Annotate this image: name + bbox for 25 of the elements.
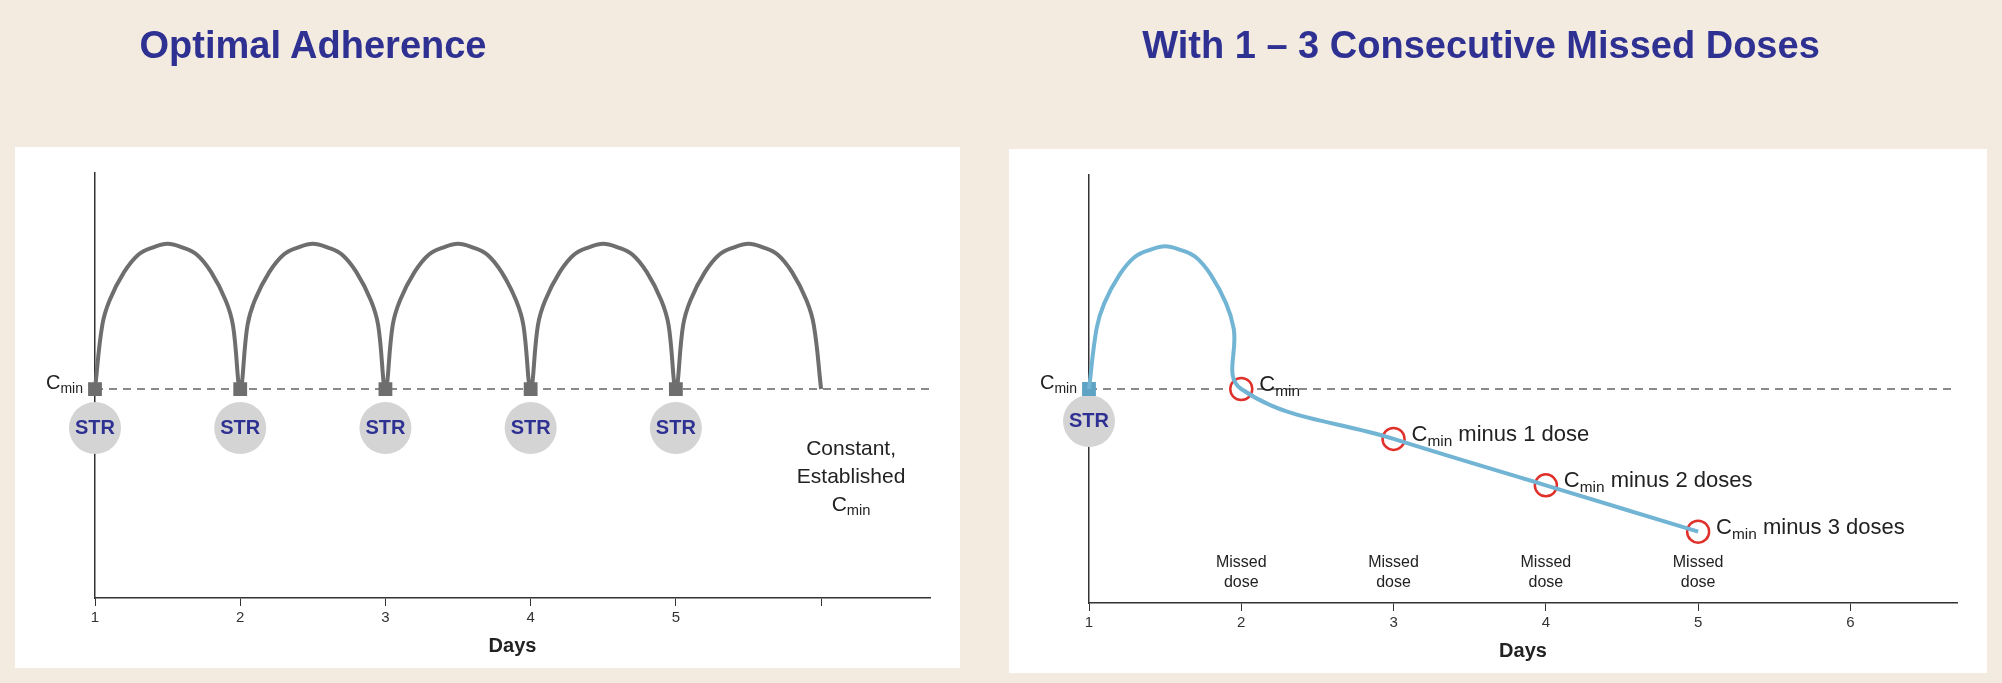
x-tick-label: 4	[1541, 613, 1551, 631]
x-tick-label: 2	[236, 608, 245, 626]
text: STR	[655, 415, 696, 438]
x-tick-label: 5	[671, 608, 681, 626]
chart-title: Optimal Adherence	[138, 24, 488, 67]
annotation: Missed dose	[1368, 553, 1419, 591]
x-tick-label: 1	[1084, 613, 1094, 631]
annotation: Missed dose	[1672, 553, 1724, 591]
annotation: Missed dose	[1215, 553, 1267, 591]
x-tick-label: 1	[90, 608, 100, 626]
x-tick-label: 3	[1389, 613, 1398, 631]
text: STR	[365, 415, 406, 438]
series-label: STR	[1069, 408, 1110, 431]
x-tick-label: 6	[1846, 613, 1855, 631]
chart-title: With 1 – 3 Consecutive Missed Doses	[1141, 24, 1821, 67]
x-axis-title: Days	[488, 633, 537, 656]
x-tick-label: 2	[1237, 613, 1246, 631]
x-tick-label: 5	[1693, 613, 1703, 631]
x-tick-label: 4	[526, 608, 535, 626]
annotation: Missed dose	[1520, 553, 1572, 591]
text: STR	[75, 415, 115, 438]
text: STR	[510, 415, 551, 438]
x-tick-label: 3	[381, 608, 390, 626]
series-label: STR	[220, 415, 261, 438]
x-axis-title: Days	[1499, 638, 1547, 661]
